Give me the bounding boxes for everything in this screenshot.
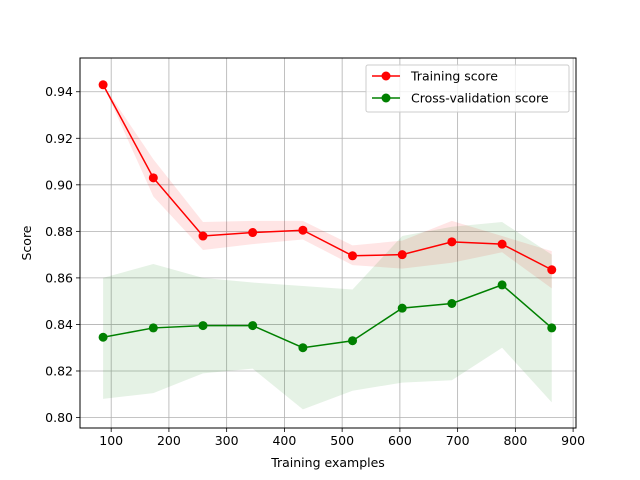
plot-frame <box>79 57 577 429</box>
x-tick-label: 400 <box>272 433 296 448</box>
y-axis-label: Score <box>19 225 34 260</box>
cv-point <box>497 280 507 290</box>
x-axis-label: Training examples <box>270 455 385 470</box>
training-point <box>148 173 158 183</box>
training-point <box>248 228 258 238</box>
cv-point <box>248 321 258 331</box>
y-tick-label: 0.80 <box>45 410 73 425</box>
training-point <box>198 231 208 241</box>
legend-label-training: Training score <box>410 69 498 84</box>
training-point <box>98 80 108 90</box>
cv-point <box>98 332 108 342</box>
cv-point <box>298 343 308 353</box>
y-tick-label: 0.86 <box>45 270 73 285</box>
x-tick-label: 100 <box>99 433 123 448</box>
legend-marker-cv <box>381 93 391 103</box>
y-tick-label: 0.82 <box>45 363 73 378</box>
training-point <box>298 225 308 235</box>
cv-point <box>348 336 358 346</box>
legend: Training score Cross-validation score <box>365 64 570 113</box>
legend-box <box>365 64 570 113</box>
y-tick-label: 0.94 <box>45 84 73 99</box>
legend-marker-training <box>381 71 391 81</box>
cv-line <box>102 284 553 349</box>
marker-layer <box>98 80 557 353</box>
grid-layer <box>80 58 576 428</box>
legend-label-cv: Cross-validation score <box>411 91 549 106</box>
training-band <box>103 84 552 289</box>
y-tick-label: 0.90 <box>45 177 73 192</box>
line-layer <box>102 84 553 349</box>
x-tick-label: 800 <box>503 433 527 448</box>
training-point <box>447 237 457 247</box>
training-point <box>397 250 407 260</box>
x-tick-label: 600 <box>388 433 412 448</box>
x-tick-label: 500 <box>330 433 354 448</box>
y-tick-label: 0.84 <box>45 317 73 332</box>
training-point <box>497 239 507 249</box>
x-tick-label: 900 <box>561 433 585 448</box>
cv-point <box>397 303 407 313</box>
x-tick-label: 200 <box>157 433 181 448</box>
y-tick-label: 0.88 <box>45 224 73 239</box>
y-tick-label: 0.92 <box>45 131 73 146</box>
training-point <box>547 265 557 275</box>
cv-point <box>148 323 158 333</box>
cv-band <box>103 222 552 410</box>
training-line <box>102 84 553 271</box>
cv-point <box>447 299 457 309</box>
cv-point <box>198 321 208 331</box>
band-layer <box>103 84 552 410</box>
tick-layer: 100 200 300 400 500 600 700 800 900 0.80 0.82 0.84 0… <box>45 84 585 448</box>
training-point <box>348 251 358 261</box>
x-tick-label: 700 <box>446 433 470 448</box>
cv-point <box>547 323 557 333</box>
x-tick-label: 300 <box>215 433 239 448</box>
